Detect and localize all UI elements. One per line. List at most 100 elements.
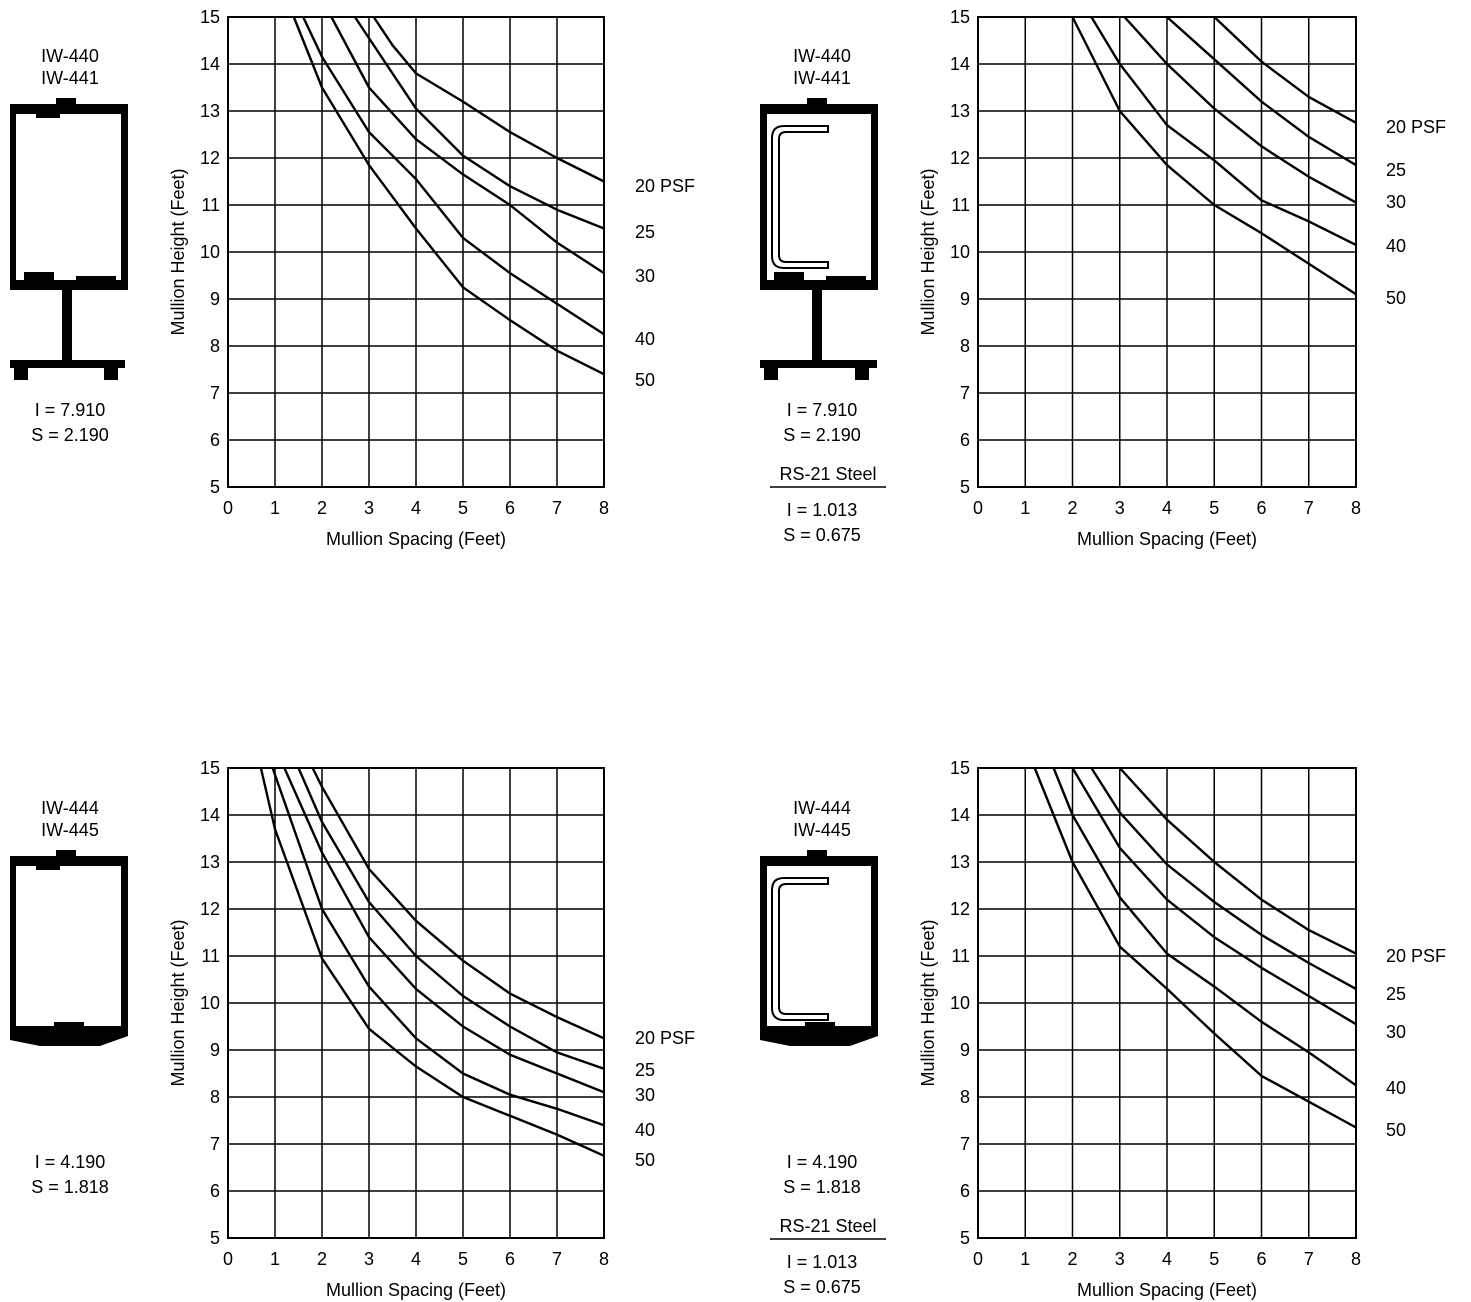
profile-model-1: IW-440: [41, 46, 99, 66]
y-tick-label: 8: [210, 336, 220, 356]
y-tick-label: 7: [960, 1134, 970, 1154]
y-tick-label: 10: [950, 242, 970, 262]
y-tick-label: 7: [960, 383, 970, 403]
y-tick-label: 14: [200, 805, 220, 825]
x-tick-label: 8: [599, 498, 609, 518]
y-tick-label: 9: [210, 1040, 220, 1060]
series-label: 40: [1386, 236, 1406, 256]
x-tick-label: 5: [458, 498, 468, 518]
y-tick-label: 14: [950, 805, 970, 825]
profile-moment-of-inertia: I = 4.190: [787, 1152, 858, 1172]
plot-frame: [227, 767, 605, 1239]
series-label: 40: [1386, 1078, 1406, 1098]
y-tick-label: 11: [201, 195, 220, 215]
y-axis-label: Mullion Height (Feet): [918, 919, 938, 1086]
x-tick-label: 8: [599, 1249, 609, 1269]
y-tick-label: 6: [210, 430, 220, 450]
series-label: 30: [635, 266, 655, 286]
series-line-5: [1033, 767, 1357, 1129]
y-tick-label: 7: [210, 383, 220, 403]
x-tick-label: 6: [505, 1249, 515, 1269]
series-line-5: [259, 767, 605, 1157]
plot-frame: [977, 767, 1357, 1239]
steel-section-modulus: S = 0.675: [783, 1277, 861, 1297]
steel-moment-of-inertia: I = 1.013: [787, 500, 858, 520]
series-line-4: [302, 16, 605, 336]
profile-model-1: IW-444: [793, 798, 851, 818]
x-tick-label: 3: [364, 498, 374, 518]
y-tick-label: 14: [950, 54, 970, 74]
series-label: 50: [1386, 1120, 1406, 1140]
y-tick-label: 12: [950, 148, 970, 168]
series-label: 25: [1386, 160, 1406, 180]
profile-section-modulus: S = 1.818: [31, 1177, 109, 1197]
series-line-4: [1090, 16, 1357, 246]
y-tick-label: 15: [200, 758, 220, 778]
y-tick-label: 9: [960, 289, 970, 309]
mullion-profile-iw444-steel-drawing: [760, 850, 878, 1046]
profile-model-2: IW-441: [793, 68, 851, 88]
y-tick-label: 13: [200, 852, 220, 872]
profile-model-2: IW-445: [793, 820, 851, 840]
series-line-3: [1123, 16, 1357, 204]
y-tick-label: 10: [950, 993, 970, 1013]
y-tick-label: 6: [960, 430, 970, 450]
x-axis-label: Mullion Spacing (Feet): [326, 529, 506, 549]
x-tick-label: 1: [270, 498, 280, 518]
x-tick-label: 1: [1020, 498, 1030, 518]
x-tick-label: 0: [223, 1249, 233, 1269]
x-tick-label: 3: [1115, 1249, 1125, 1269]
series-label: 40: [635, 329, 655, 349]
series-line-2: [297, 767, 605, 1070]
profile-model-2: IW-445: [41, 820, 99, 840]
y-tick-label: 15: [200, 7, 220, 27]
series-line-2: [1166, 16, 1357, 167]
series-label: 30: [1386, 1022, 1406, 1042]
series-label: 40: [635, 1120, 655, 1140]
x-tick-label: 2: [1067, 498, 1077, 518]
y-tick-label: 6: [210, 1181, 220, 1201]
x-tick-label: 7: [552, 498, 562, 518]
y-tick-label: 13: [200, 101, 220, 121]
x-tick-label: 4: [411, 498, 421, 518]
x-tick-label: 2: [317, 1249, 327, 1269]
mullion-profile-iw444-drawing: [10, 850, 128, 1046]
steel-moment-of-inertia: I = 1.013: [787, 1252, 858, 1272]
profile-moment-of-inertia: I = 4.190: [35, 1152, 106, 1172]
x-tick-label: 2: [1067, 1249, 1077, 1269]
x-tick-label: 0: [223, 498, 233, 518]
series-line-2: [353, 16, 605, 230]
x-tick-label: 4: [1162, 1249, 1172, 1269]
steel-reinforcement-label: RS-21 Steel: [779, 464, 876, 484]
y-tick-label: 10: [200, 993, 220, 1013]
mullion-profile-iw440-steel-drawing: [760, 98, 878, 380]
x-tick-label: 6: [1256, 1249, 1266, 1269]
y-tick-label: 9: [960, 1040, 970, 1060]
x-tick-label: 8: [1351, 498, 1361, 518]
y-tick-label: 13: [950, 852, 970, 872]
profile-section-modulus: S = 1.818: [783, 1177, 861, 1197]
y-tick-label: 15: [950, 758, 970, 778]
y-tick-label: 8: [960, 336, 970, 356]
series-label: 20 PSF: [1386, 117, 1446, 137]
x-tick-label: 1: [1020, 1249, 1030, 1269]
series-label: 25: [635, 1060, 655, 1080]
x-axis-label: Mullion Spacing (Feet): [326, 1280, 506, 1300]
x-tick-label: 4: [1162, 498, 1172, 518]
y-tick-label: 8: [210, 1087, 220, 1107]
y-tick-label: 7: [210, 1134, 220, 1154]
profile-model-1: IW-444: [41, 798, 99, 818]
x-tick-label: 0: [973, 1249, 983, 1269]
y-axis-label: Mullion Height (Feet): [918, 168, 938, 335]
x-tick-label: 7: [552, 1249, 562, 1269]
y-tick-label: 6: [960, 1181, 970, 1201]
y-tick-label: 13: [950, 101, 970, 121]
x-tick-label: 4: [411, 1249, 421, 1269]
series-label: 50: [635, 370, 655, 390]
profile-moment-of-inertia: I = 7.910: [35, 400, 106, 420]
series-line-3: [330, 16, 605, 275]
